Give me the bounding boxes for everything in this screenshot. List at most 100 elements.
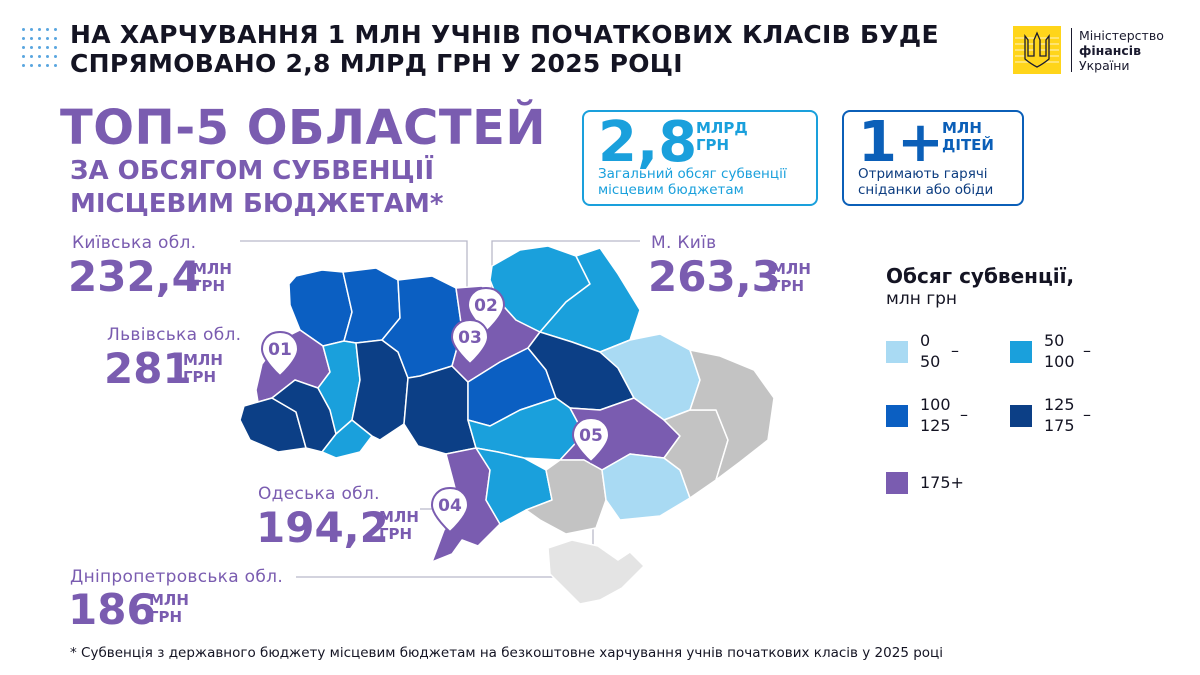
- headline-line-1: НА ХАРЧУВАННЯ 1 МЛН УЧНІВ ПОЧАТКОВИХ КЛА…: [70, 20, 939, 49]
- ministry-logo: Міністерство фінансів України: [1013, 24, 1183, 76]
- desc-line-1: Загальний обсяг субвенції: [598, 166, 787, 182]
- legend-swatch-100-125: [886, 405, 908, 427]
- legend-label-0-50: 0 50: [920, 331, 941, 371]
- region-crimea: [547, 539, 645, 605]
- subtitle-line-1: ЗА ОБСЯГОМ СУБВЕНЦІЇ: [70, 156, 435, 186]
- unit-line-1: МЛН: [771, 260, 811, 278]
- dot: [54, 64, 57, 67]
- dot: [30, 37, 33, 40]
- lvivska-name: Львівська обл.: [107, 325, 242, 345]
- dot: [38, 46, 41, 49]
- dot: [54, 55, 57, 58]
- legend-subtitle: млн грн: [886, 289, 958, 309]
- desc-line-2: місцевим бюджетам: [598, 182, 744, 198]
- dot: [30, 46, 33, 49]
- legend-dash-100-125: –: [960, 405, 968, 424]
- dot: [46, 28, 49, 31]
- logo-line-2: фінансів: [1079, 43, 1141, 58]
- unit-line-1: МЛН: [942, 119, 982, 137]
- dot: [30, 28, 33, 31]
- dot: [22, 28, 25, 31]
- page-title: ТОП-5 ОБЛАСТЕЙ: [60, 100, 547, 156]
- dot: [46, 37, 49, 40]
- kyiv-unit: МЛН ГРН: [771, 261, 811, 295]
- dot: [22, 55, 25, 58]
- kyivska-unit: МЛН ГРН: [192, 261, 232, 295]
- unit-line-2: ГРН: [379, 525, 413, 543]
- dnipro-value: 186: [68, 585, 156, 634]
- unit-line-2: ГРН: [771, 277, 805, 295]
- page-subtitle: ЗА ОБСЯГОМ СУБВЕНЦІЇ МІСЦЕВИМ БЮДЖЕТАМ*: [70, 155, 443, 221]
- unit-line-1: МЛРД: [696, 119, 748, 137]
- unit-line-2: ГРН: [149, 608, 183, 626]
- headline-line-2: СПРЯМОВАНО 2,8 МЛРД ГРН У 2025 РОЦІ: [70, 49, 683, 78]
- legend-title: Обсяг субвенції,: [886, 264, 1075, 288]
- total-subsidy-card: 2,8 МЛРД ГРН Загальний обсяг субвенції м…: [582, 110, 818, 206]
- legend-swatch-175-plus: [886, 472, 908, 494]
- legend-swatch-0-50: [886, 341, 908, 363]
- total-subsidy-desc: Загальний обсяг субвенції місцевим бюдже…: [598, 166, 787, 198]
- dot: [38, 28, 41, 31]
- marker-05: 05: [571, 416, 611, 464]
- desc-line-1: Отримають гарячі: [858, 166, 988, 182]
- children-card: 1+ МЛН ДІТЕЙ Отримають гарячі сніданки а…: [842, 110, 1024, 206]
- decorative-dots: [22, 28, 58, 72]
- kyivska-name: Київська обл.: [72, 233, 197, 253]
- unit-line-2: ГРН: [192, 277, 226, 295]
- headline: НА ХАРЧУВАННЯ 1 МЛН УЧНІВ ПОЧАТКОВИХ КЛА…: [70, 20, 939, 78]
- region-luhansk: [689, 349, 775, 481]
- dot: [38, 37, 41, 40]
- trident-icon: [1013, 26, 1061, 74]
- kyivska-value: 232,4: [68, 252, 201, 301]
- children-desc: Отримають гарячі сніданки або обіди: [858, 166, 993, 198]
- unit-line-1: МЛН: [192, 260, 232, 278]
- odeska-name: Одеська обл.: [258, 484, 380, 504]
- unit-line-1: МЛН: [149, 591, 189, 609]
- region-kherson: [525, 459, 607, 535]
- dot: [22, 64, 25, 67]
- marker-03: 03: [450, 318, 490, 366]
- unit-line-1: МЛН: [183, 351, 223, 369]
- desc-line-2: сніданки або обіди: [858, 182, 994, 198]
- children-unit: МЛН ДІТЕЙ: [942, 120, 994, 154]
- legend-label-125-175: 125 175: [1044, 395, 1075, 435]
- legend-swatch-50-100: [1010, 341, 1032, 363]
- dot: [22, 46, 25, 49]
- logo-line-1: Міністерство: [1079, 28, 1164, 43]
- dot: [46, 55, 49, 58]
- marker-05-label: 05: [579, 426, 603, 446]
- dot: [38, 64, 41, 67]
- marker-03-label: 03: [458, 328, 482, 348]
- legend-dash-50-100: –: [1083, 341, 1091, 360]
- dot: [30, 64, 33, 67]
- dot: [54, 46, 57, 49]
- dnipro-name: Дніпропетровська обл.: [70, 567, 284, 587]
- unit-line-2: ГРН: [696, 136, 730, 154]
- logo-separator: [1071, 28, 1072, 72]
- connector-kyivska: [240, 240, 468, 292]
- lvivska-unit: МЛН ГРН: [183, 352, 223, 386]
- total-subsidy-unit: МЛРД ГРН: [696, 120, 748, 154]
- unit-line-1: МЛН: [379, 508, 419, 526]
- logo-line-3: України: [1079, 58, 1130, 73]
- dot: [54, 37, 57, 40]
- unit-line-2: ГРН: [183, 368, 217, 386]
- dot: [30, 55, 33, 58]
- total-subsidy-value: 2,8: [598, 110, 698, 175]
- children-value: 1+: [858, 110, 944, 175]
- legend-label-175-plus: 175+: [920, 473, 964, 492]
- dot: [38, 55, 41, 58]
- legend-swatch-125-175: [1010, 405, 1032, 427]
- odeska-unit: МЛН ГРН: [379, 509, 419, 543]
- legend-label-100-125: 100 125: [920, 395, 951, 435]
- markers: 01 02 03 04 05: [260, 286, 611, 534]
- kyiv-name: М. Київ: [651, 233, 717, 253]
- dot: [22, 37, 25, 40]
- unit-line-2: ДІТЕЙ: [942, 136, 994, 154]
- dot: [54, 28, 57, 31]
- legend-label-50-100: 50 100: [1044, 331, 1075, 371]
- footnote: * Субвенція з державного бюджету місцеви…: [70, 645, 943, 661]
- subtitle-line-2: МІСЦЕВИМ БЮДЖЕТАМ*: [70, 189, 444, 219]
- marker-01: 01: [260, 330, 300, 378]
